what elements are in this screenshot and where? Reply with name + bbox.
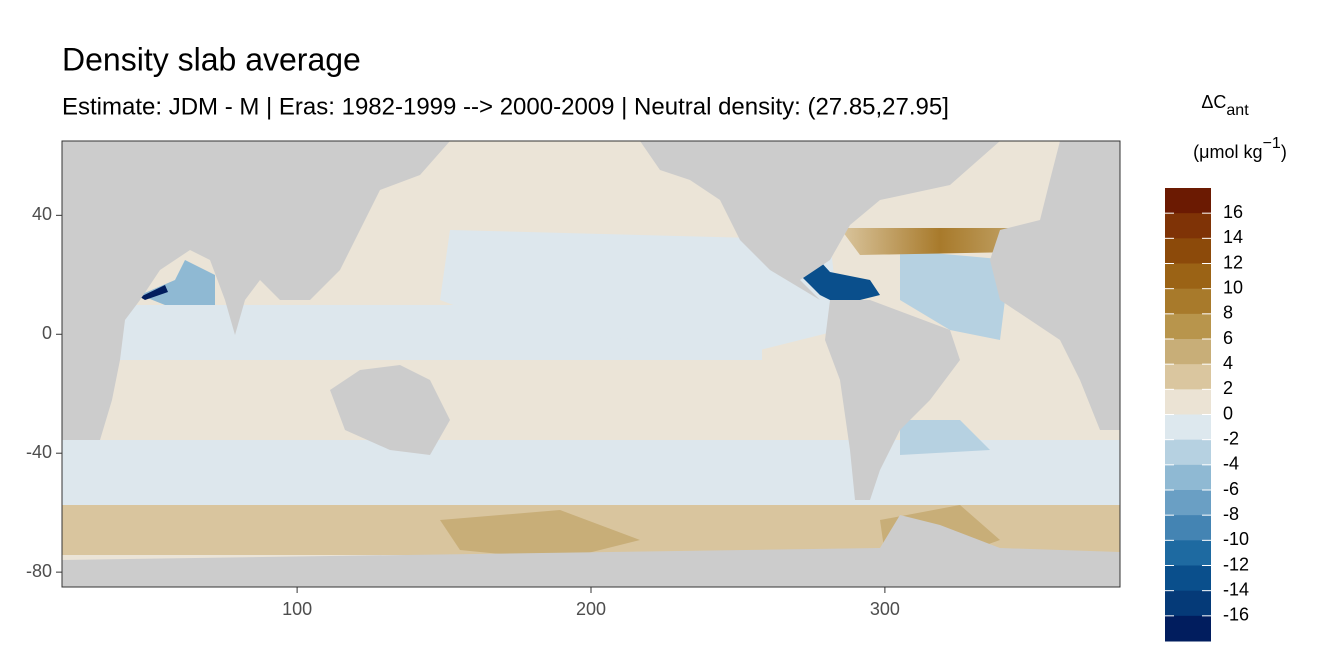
colorbar-label: -16 [1223,605,1249,625]
colorbar-label: -14 [1223,579,1249,599]
colorbar-label: -6 [1223,479,1239,499]
legend-title-sub: ant [1226,102,1249,119]
colorbar-bin [1165,590,1211,617]
y-tick-label: 40 [32,204,52,224]
colorbar-bin [1165,515,1211,541]
land [330,365,450,455]
colorbar-label: 14 [1223,227,1243,247]
ocean-field [440,510,640,560]
ocean-field [900,420,990,455]
chart-title: Density slab average [62,41,361,77]
colorbar-label: 16 [1223,202,1243,222]
colorbar-bin [1165,414,1211,441]
y-tick-label: -80 [26,561,52,581]
x-tick-label: 100 [282,599,312,619]
colorbar-bin [1165,490,1211,516]
colorbar-bin [1165,339,1211,365]
colorbar-bin [1165,389,1211,415]
colorbar-label: 0 [1223,403,1233,423]
ocean-field [900,250,1010,340]
ocean-field [440,230,840,350]
colorbar-bin [1165,213,1211,239]
chart-subtitle: Estimate: JDM - M | Eras: 1982-1999 --> … [62,93,949,120]
land [825,300,960,500]
land [640,141,1000,300]
colorbar-label: 2 [1223,378,1233,398]
ocean-field [140,285,168,300]
colorbar-bin [1165,313,1211,340]
map [62,141,1120,587]
colorbar-label: -8 [1223,504,1239,524]
colorbar-label: 6 [1223,328,1233,348]
colorbar-label: -2 [1223,428,1239,448]
y-tick-label: 0 [42,323,52,343]
legend-units-sup: −1 [1263,135,1281,152]
colorbar-label: -10 [1223,529,1249,549]
y-tick-label: -40 [26,442,52,462]
colorbar-bin [1165,540,1211,566]
colorbar-bin [1165,238,1211,264]
colorbar-label: -12 [1223,554,1249,574]
land [62,515,1120,587]
colorbar-label: 4 [1223,353,1233,373]
colorbar-bin [1165,364,1211,390]
x-tick-label: 300 [870,599,900,619]
colorbar-bin [1165,615,1211,642]
colorbar-bin [1165,263,1211,290]
colorbar-label: 12 [1223,252,1243,272]
ocean-field [840,228,1040,255]
colorbar-bin [1165,439,1211,466]
legend-units-close: ) [1281,142,1287,162]
colorbar-bin [1165,188,1211,214]
colorbar-bin [1165,464,1211,491]
colorbar-label: -4 [1223,454,1239,474]
x-tick-label: 200 [576,599,606,619]
colorbar-label: 8 [1223,303,1233,323]
colorbar-bin [1165,565,1211,592]
colorbar-label: 10 [1223,277,1243,297]
legend-title-main: ΔC [1201,92,1226,112]
legend-title: ΔCant [1201,92,1249,119]
colorbar-bin [1165,288,1211,315]
legend-units: (μmol kg−1) [1193,135,1287,162]
land [990,141,1120,430]
land [62,141,450,440]
legend-units-main: (μmol kg [1193,142,1262,162]
